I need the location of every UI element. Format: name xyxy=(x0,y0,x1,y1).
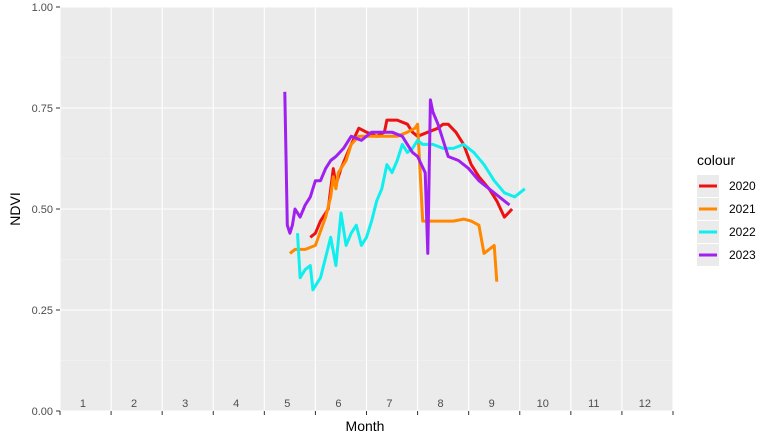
y-tick-label: 0.75 xyxy=(32,103,53,115)
month-label: 7 xyxy=(386,398,392,410)
month-label: 9 xyxy=(489,398,495,410)
y-tick-label: 1.00 xyxy=(32,2,53,14)
x-month-labels: 1 2 3 4 5 6 7 8 9 10 11 12 xyxy=(80,398,651,410)
month-label: 10 xyxy=(537,398,549,410)
month-label: 4 xyxy=(233,398,239,410)
month-label: 5 xyxy=(284,398,290,410)
series-line-2022 xyxy=(296,138,526,292)
month-label: 1 xyxy=(80,398,86,410)
month-label: 2 xyxy=(131,398,137,410)
y-tick-label: 0.50 xyxy=(32,204,53,216)
x-axis-title: Month xyxy=(346,418,385,434)
legend-label-2022: 2022 xyxy=(729,225,756,239)
series-line-2021 xyxy=(288,122,499,282)
legend-label-2021: 2021 xyxy=(729,202,756,216)
y-axis: 0.00 0.25 0.50 0.75 1.00 xyxy=(32,2,60,418)
series-lines xyxy=(283,91,526,292)
series-line-2023 xyxy=(283,91,511,255)
month-label: 8 xyxy=(438,398,444,410)
legend-label-2020: 2020 xyxy=(729,179,756,193)
legend-title: colour xyxy=(697,152,735,168)
legend-label-2023: 2023 xyxy=(729,248,756,262)
x-axis xyxy=(59,411,674,415)
y-tick-label: 0.00 xyxy=(32,406,53,418)
month-label: 11 xyxy=(588,398,599,410)
month-label: 12 xyxy=(639,398,651,410)
month-label: 3 xyxy=(182,398,188,410)
legend: colour 2020 2021 2022 2023 xyxy=(697,152,756,266)
month-label: 6 xyxy=(335,398,341,410)
y-axis-title: NDVI xyxy=(7,192,23,225)
y-tick-label: 0.25 xyxy=(32,305,53,317)
grid-lines xyxy=(59,6,674,412)
